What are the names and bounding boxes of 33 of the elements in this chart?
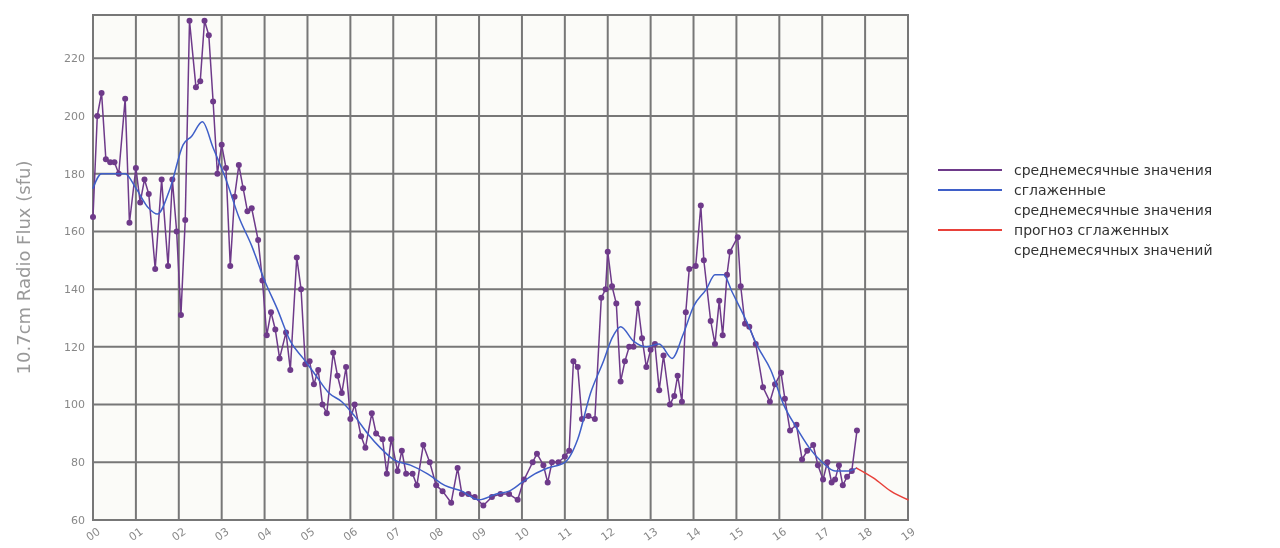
x-tick-label: 16: [770, 524, 789, 544]
y-tick-label: 180: [64, 167, 85, 181]
x-tick-label: 19: [898, 524, 918, 544]
x-tick-label: 04: [255, 524, 275, 544]
x-tick-label: 14: [684, 524, 704, 544]
x-tick-label: 09: [469, 524, 489, 544]
x-tick-label: 02: [169, 524, 189, 544]
y-tick-label: 200: [64, 109, 85, 123]
x-tick-label: 07: [384, 524, 403, 544]
y-tick-label: 80: [71, 456, 85, 470]
x-tick-label: 11: [555, 524, 575, 544]
x-tick-label: 01: [126, 524, 146, 544]
x-tick-label: 15: [727, 524, 747, 544]
y-tick-label: 220: [64, 52, 85, 66]
x-tick-label: 03: [212, 524, 232, 544]
y-tick-label: 100: [64, 398, 85, 412]
x-tick-label: 05: [298, 524, 318, 544]
y-axis-title: 10.7cm Radio Flux (sfu): [13, 160, 34, 375]
y-tick-label: 60: [71, 513, 85, 527]
x-tick-label: 08: [426, 524, 446, 544]
x-tick-label: 00: [83, 524, 103, 544]
x-tick-label: 13: [641, 524, 661, 544]
x-tick-label: 06: [341, 524, 361, 544]
x-tick-label: 10: [512, 524, 532, 544]
x-tick-label: 17: [812, 524, 832, 544]
y-tick-label: 160: [64, 225, 85, 239]
line-series: [92, 121, 858, 501]
x-tick-label: 18: [855, 524, 875, 544]
y-tick-label: 120: [64, 340, 85, 354]
legend-label: среднемесячные значения: [1014, 161, 1213, 178]
y-tick-label: 140: [64, 282, 85, 296]
x-tick-label: 12: [598, 524, 618, 544]
legend-label: прогноз сглаженных среднемесячных значений: [1014, 221, 1213, 258]
